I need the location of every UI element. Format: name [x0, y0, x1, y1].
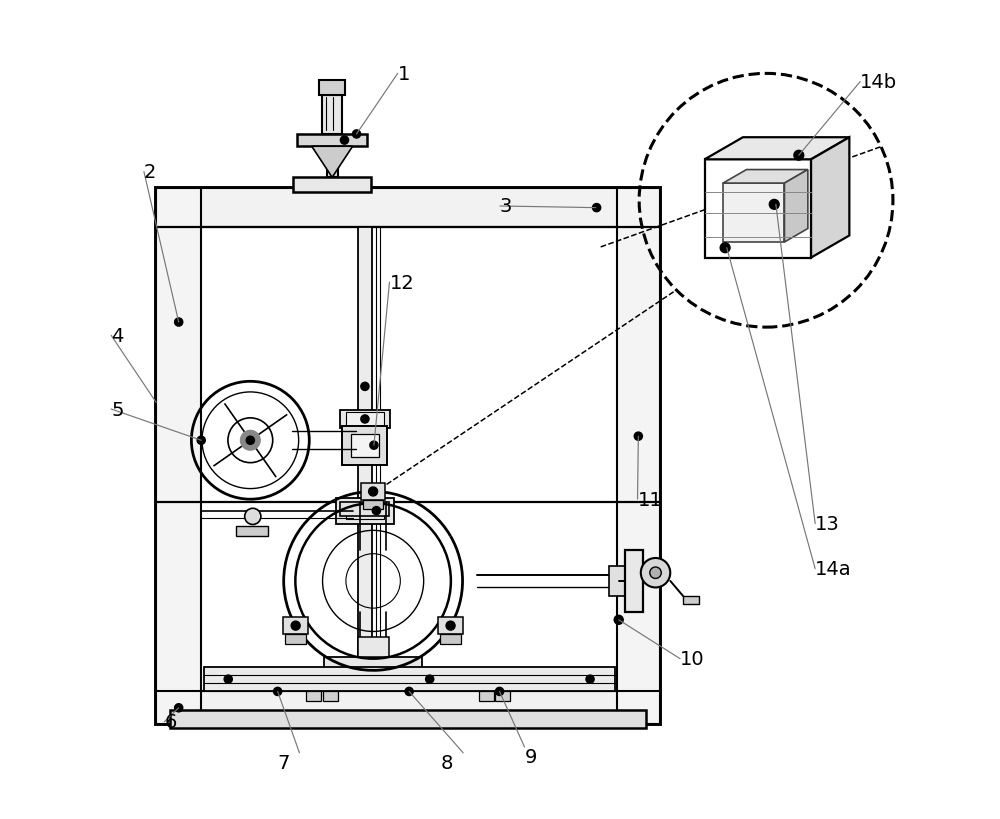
Text: 14b: 14b — [860, 73, 897, 92]
Bar — [346, 413, 384, 426]
Circle shape — [175, 319, 183, 327]
Text: 2: 2 — [144, 163, 156, 182]
Text: 3: 3 — [500, 197, 512, 216]
Circle shape — [446, 622, 455, 631]
Text: 7: 7 — [277, 753, 289, 771]
Circle shape — [586, 675, 594, 683]
Polygon shape — [723, 183, 784, 242]
Circle shape — [340, 137, 349, 145]
Polygon shape — [723, 170, 808, 183]
Bar — [346, 503, 384, 519]
Bar — [156, 188, 201, 724]
Bar — [327, 147, 338, 178]
Bar — [306, 691, 321, 701]
Bar — [170, 710, 646, 728]
Bar — [438, 618, 463, 634]
Circle shape — [361, 382, 369, 391]
Bar — [342, 426, 387, 465]
Circle shape — [291, 622, 300, 631]
Bar — [156, 691, 660, 724]
Bar — [285, 634, 306, 644]
Bar — [363, 500, 383, 510]
Bar — [340, 410, 390, 428]
Circle shape — [593, 204, 601, 212]
Text: 11: 11 — [638, 490, 662, 509]
Circle shape — [246, 437, 254, 445]
Circle shape — [352, 131, 361, 139]
Bar — [609, 567, 625, 596]
Circle shape — [245, 509, 261, 525]
Bar — [283, 618, 308, 634]
Bar — [336, 498, 394, 524]
Bar — [625, 550, 643, 612]
Bar — [156, 188, 660, 724]
Bar — [361, 484, 385, 500]
Circle shape — [614, 616, 623, 625]
Text: 9: 9 — [525, 747, 537, 766]
Text: 10: 10 — [680, 649, 705, 668]
Bar — [358, 228, 372, 691]
Circle shape — [224, 675, 232, 683]
Circle shape — [405, 687, 413, 695]
Text: 1: 1 — [398, 65, 410, 84]
Circle shape — [650, 568, 661, 579]
Polygon shape — [312, 147, 353, 178]
Circle shape — [369, 487, 378, 496]
Text: 8: 8 — [441, 753, 453, 771]
Circle shape — [361, 415, 369, 423]
Bar — [322, 96, 342, 135]
Text: 12: 12 — [389, 274, 414, 292]
Circle shape — [794, 152, 804, 161]
Text: 5: 5 — [111, 400, 124, 419]
Text: 14a: 14a — [815, 559, 852, 578]
Bar — [440, 634, 461, 644]
Circle shape — [641, 559, 670, 588]
Circle shape — [769, 200, 779, 210]
Bar — [495, 691, 510, 701]
Circle shape — [370, 441, 378, 450]
Circle shape — [197, 437, 205, 445]
Circle shape — [241, 431, 260, 450]
Circle shape — [372, 507, 380, 515]
Bar — [297, 135, 367, 147]
Bar — [323, 691, 338, 701]
Polygon shape — [705, 138, 849, 161]
Bar — [324, 657, 422, 675]
Bar — [617, 188, 660, 724]
Bar — [319, 81, 345, 96]
Circle shape — [274, 687, 282, 695]
Polygon shape — [705, 161, 811, 258]
Circle shape — [175, 704, 183, 712]
Bar — [156, 188, 660, 228]
Circle shape — [495, 687, 504, 695]
Bar — [351, 434, 379, 457]
Circle shape — [634, 432, 642, 441]
Circle shape — [720, 243, 730, 253]
Text: 13: 13 — [815, 514, 840, 533]
Bar — [358, 637, 389, 657]
Bar — [683, 596, 699, 604]
Text: 6: 6 — [164, 713, 177, 731]
Bar — [479, 691, 494, 701]
Bar — [204, 667, 615, 691]
Bar — [236, 527, 268, 536]
Bar — [293, 178, 371, 192]
Bar — [299, 676, 447, 691]
Text: 4: 4 — [111, 327, 124, 346]
Polygon shape — [784, 170, 808, 242]
Bar — [340, 502, 389, 517]
Polygon shape — [811, 138, 849, 258]
Circle shape — [426, 675, 434, 683]
